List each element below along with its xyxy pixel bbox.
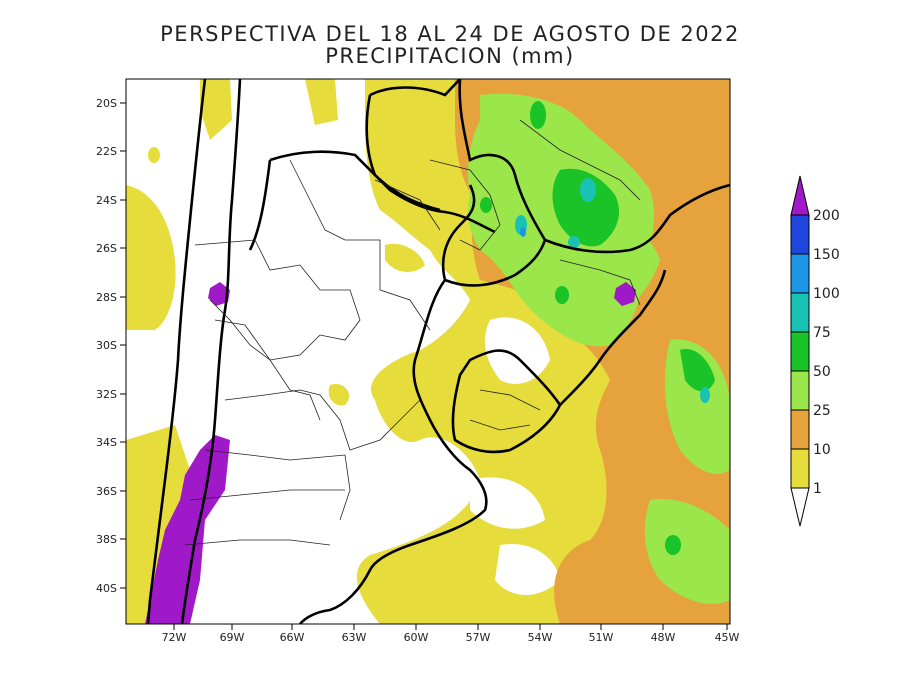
colorbar-bottom-triangle [790, 487, 810, 527]
map-frame [125, 78, 731, 625]
colorbar-segment-150 [790, 214, 810, 255]
colorbar-label: 25 [813, 403, 831, 419]
colorbar-label: 150 [813, 247, 840, 263]
lon-label: 45W [715, 631, 740, 644]
lat-label: 40S [96, 582, 117, 595]
lat-label: 28S [96, 291, 117, 304]
colorbar-segment-10 [790, 409, 810, 450]
map-title: PERSPECTIVA DEL 18 AL 24 DE AGOSTO DE 20… [160, 22, 740, 46]
colorbar-top-triangle [790, 175, 810, 216]
precip-field [126, 79, 730, 624]
lon-label: 51W [589, 631, 614, 644]
colorbar-label: 1 [813, 481, 822, 497]
lon-label: 63W [342, 631, 367, 644]
colorbar-label: 50 [813, 364, 831, 380]
colorbar-label: 200 [813, 208, 840, 224]
lat-label: 32S [96, 388, 117, 401]
colorbar-segment-50 [790, 331, 810, 372]
lon-label: 66W [280, 631, 305, 644]
lon-label: 69W [220, 631, 245, 644]
map-subtitle: PRECIPITACION (mm) [325, 44, 575, 68]
colorbar-label: 100 [813, 286, 840, 302]
colorbar [790, 175, 810, 527]
lon-label: 60W [404, 631, 429, 644]
lat-label: 26S [96, 242, 117, 255]
province-borders [184, 119, 641, 546]
axis-ticks [120, 102, 728, 630]
colorbar-label: 10 [813, 442, 831, 458]
lat-label: 38S [96, 533, 117, 546]
lat-label: 36S [96, 485, 117, 498]
lon-label: 72W [162, 631, 187, 644]
latitude-labels: 20S 22S 24S 26S 28S 30S 32S 34S 36S 38S … [96, 97, 117, 595]
colorbar-labels: 200 150 100 75 50 25 10 1 [813, 208, 840, 497]
colorbar-segment-75 [790, 292, 810, 333]
colorbar-segment-25 [790, 370, 810, 411]
lon-label: 48W [651, 631, 676, 644]
lat-label: 22S [96, 145, 117, 158]
colorbar-label: 75 [813, 325, 831, 341]
lat-label: 20S [96, 97, 117, 110]
colorbar-segment-1 [790, 448, 810, 489]
lat-label: 24S [96, 194, 117, 207]
lon-label: 57W [466, 631, 491, 644]
lat-label: 34S [96, 436, 117, 449]
colorbar-segment-100 [790, 253, 810, 294]
longitude-labels: 72W 69W 66W 63W 60W 57W 54W 51W 48W 45W [162, 631, 740, 644]
country-borders [146, 79, 730, 624]
lon-label: 54W [528, 631, 553, 644]
lat-label: 30S [96, 339, 117, 352]
